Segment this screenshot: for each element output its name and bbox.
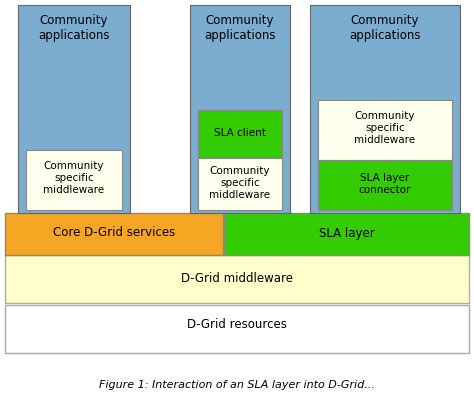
Text: Community
applications: Community applications	[349, 14, 421, 42]
Bar	[318, 100, 452, 160]
Bar	[5, 305, 469, 353]
Text: SLA client: SLA client	[214, 128, 266, 138]
Bar	[18, 5, 130, 213]
Text: D-Grid middleware: D-Grid middleware	[181, 271, 293, 284]
Text: Community
specific
middleware: Community specific middleware	[44, 162, 105, 195]
Bar	[224, 213, 469, 255]
Text: D-Grid resources: D-Grid resources	[187, 319, 287, 331]
Text: Core D-Grid services: Core D-Grid services	[53, 227, 175, 239]
Text: Figure 1: Interaction of an SLA layer into D-Grid...: Figure 1: Interaction of an SLA layer in…	[99, 380, 375, 390]
Bar	[310, 5, 460, 213]
Bar	[26, 150, 122, 210]
Text: SLA layer: SLA layer	[319, 227, 375, 239]
Bar	[198, 110, 282, 158]
Text: Community
specific
middleware: Community specific middleware	[355, 112, 416, 144]
Text: Community
applications: Community applications	[204, 14, 276, 42]
Bar	[190, 5, 290, 213]
Bar	[198, 158, 282, 210]
Bar	[5, 213, 223, 255]
Bar	[5, 255, 469, 303]
Text: Community
specific
middleware: Community specific middleware	[210, 166, 271, 199]
Text: SLA layer
connector: SLA layer connector	[359, 173, 411, 195]
Bar	[318, 160, 452, 210]
Text: Community
applications: Community applications	[38, 14, 110, 42]
